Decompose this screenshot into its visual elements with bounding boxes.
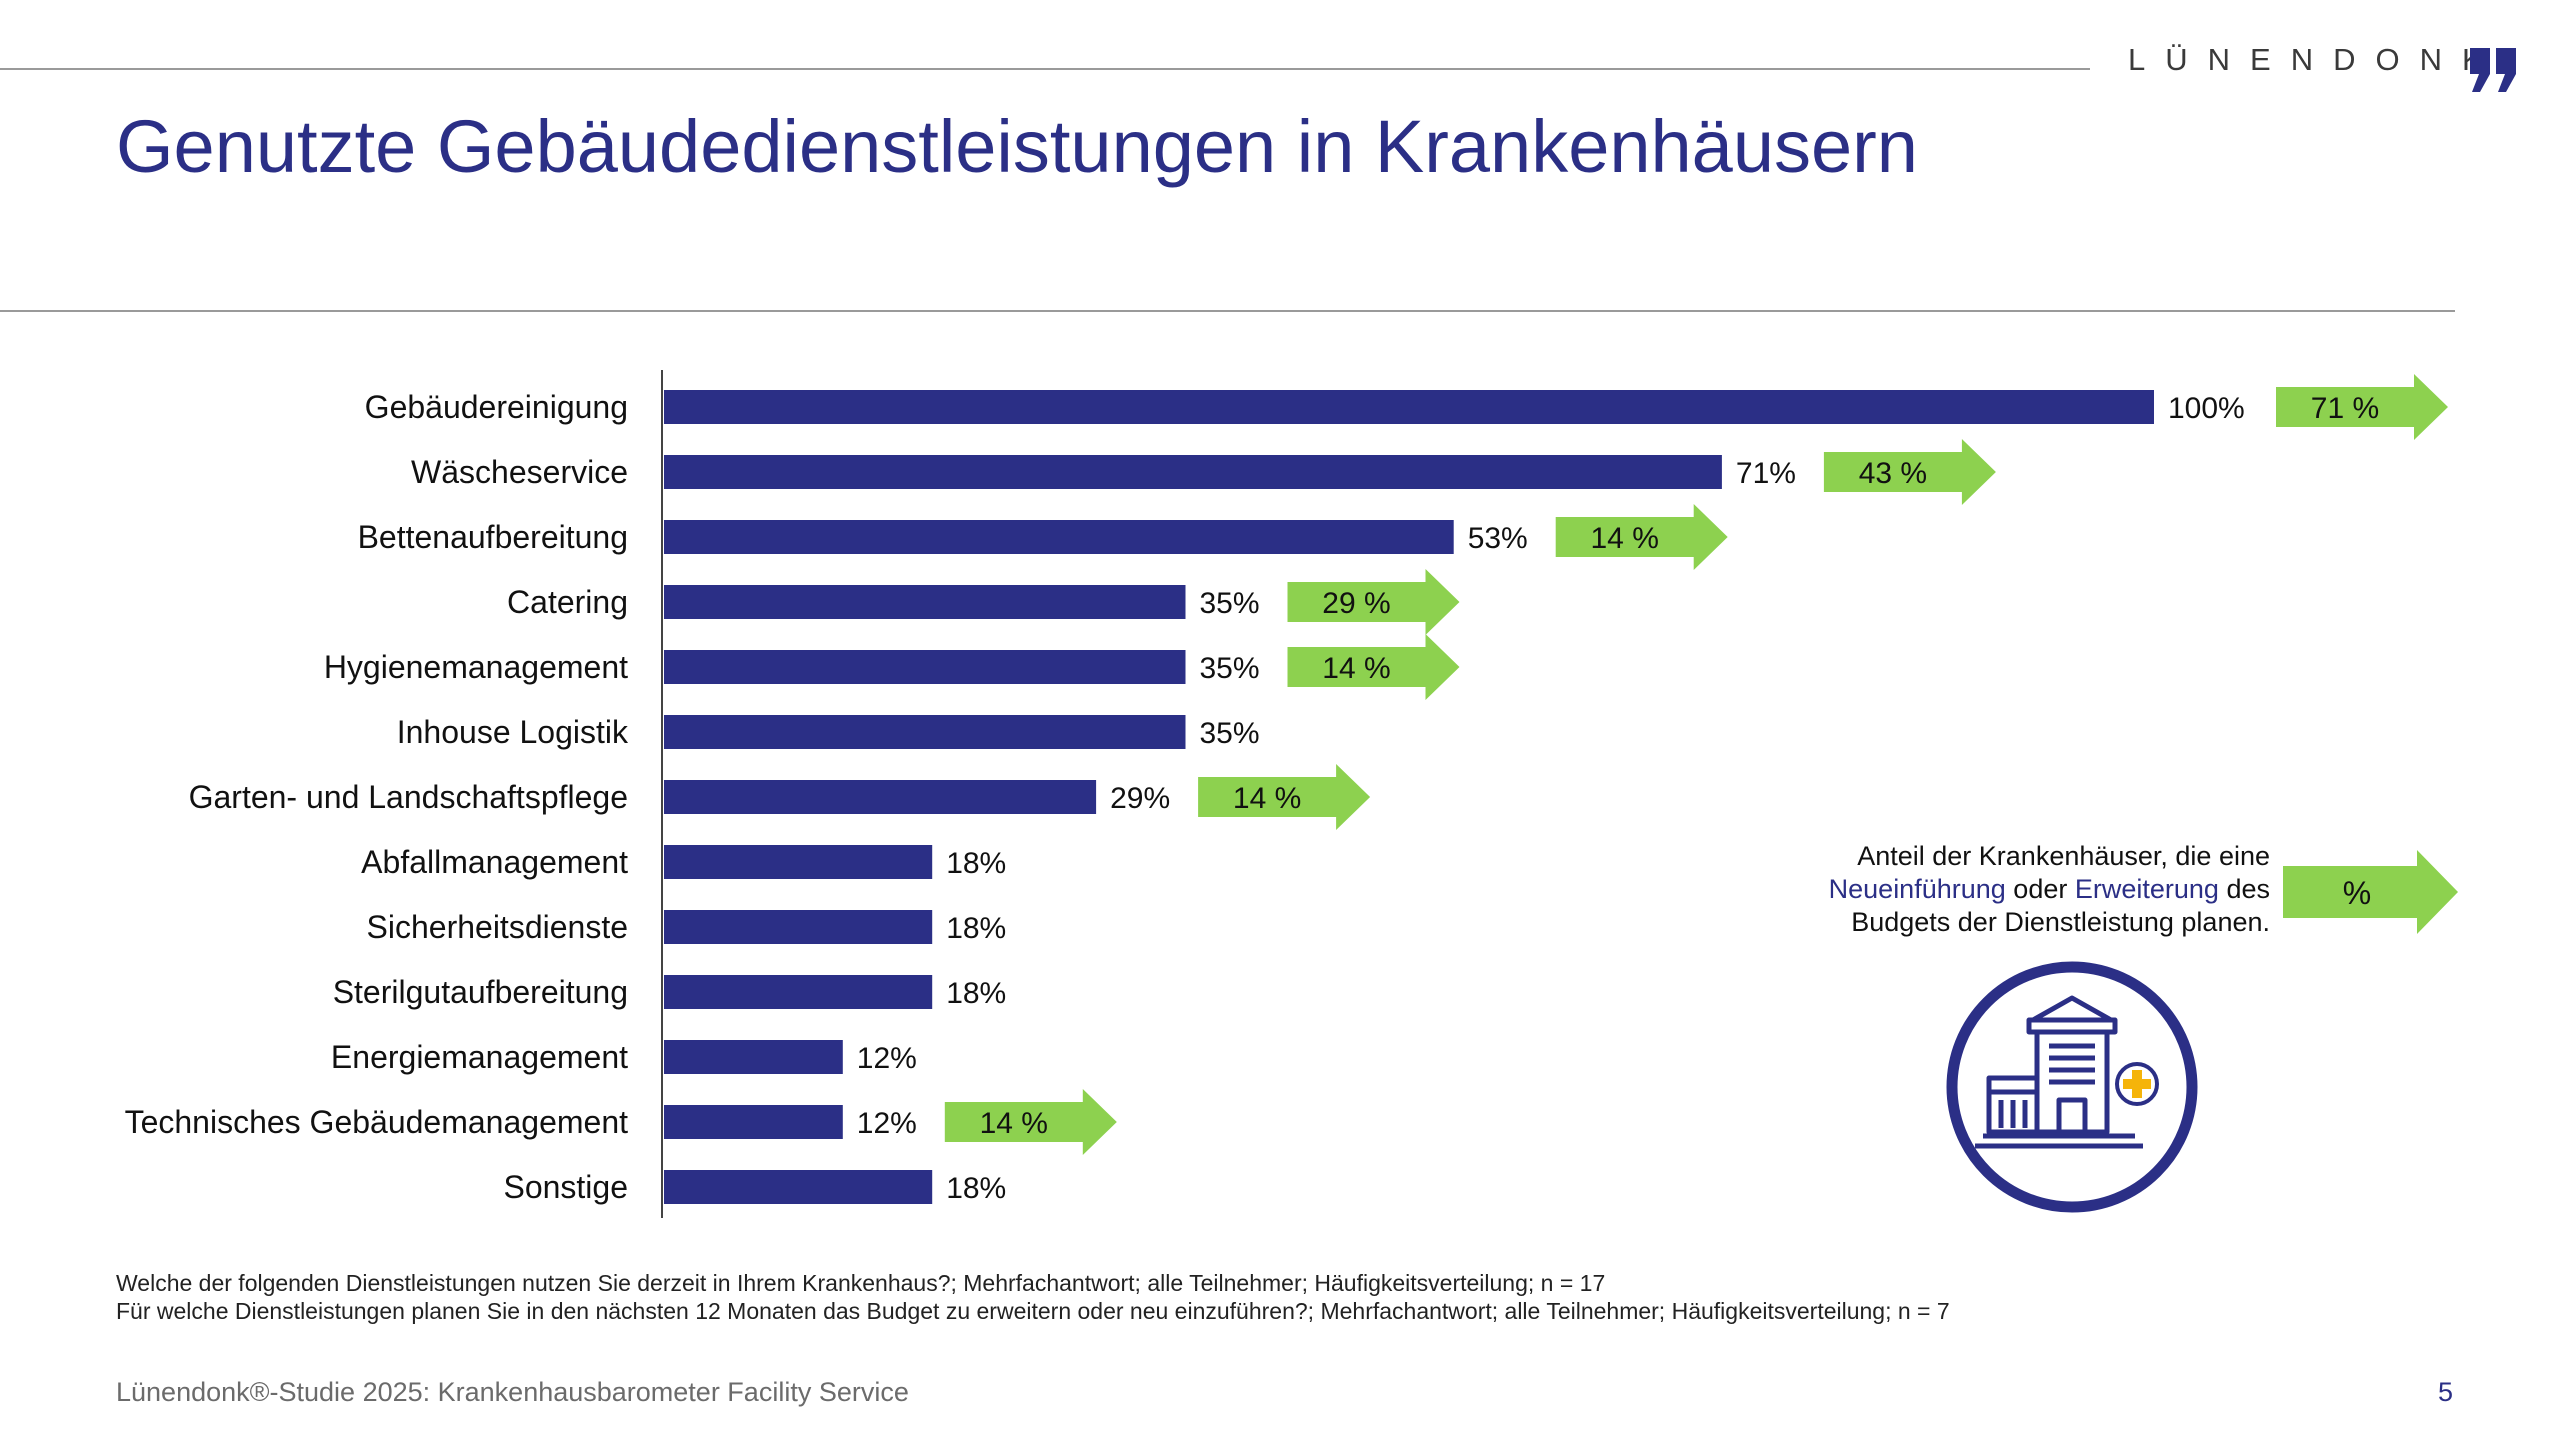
bar-chart: Gebäudereinigung 100% 71 % Wäscheservice 71%… xyxy=(125,370,2448,1218)
value-label: 35% xyxy=(1200,717,1260,750)
category-label: Catering xyxy=(507,584,628,620)
plan-arrow xyxy=(1287,569,1460,635)
value-label: 18% xyxy=(946,1172,1006,1205)
category-label: Gebäudereinigung xyxy=(365,389,628,425)
value-label: 71% xyxy=(1736,457,1796,490)
footnote-question-1: Welche der folgenden Dienstleistungen nu… xyxy=(116,1270,1606,1296)
bar xyxy=(664,780,1097,814)
header-rule xyxy=(0,68,2090,70)
category-label: Sonstige xyxy=(503,1169,628,1205)
value-label: 35% xyxy=(1200,652,1260,685)
bar xyxy=(664,910,933,944)
category-label: Sterilgutaufbereitung xyxy=(333,974,628,1010)
title-rule xyxy=(0,310,2455,312)
footnote-question-2: Für welche Dienstleistungen planen Sie i… xyxy=(116,1298,1950,1324)
plan-value-label: 14 % xyxy=(980,1107,1048,1140)
page-title: Genutzte Gebäudedienstleistungen in Kran… xyxy=(116,105,1918,188)
category-label: Inhouse Logistik xyxy=(397,714,629,750)
value-label: 18% xyxy=(946,912,1006,945)
value-label: 100% xyxy=(2168,392,2245,425)
plan-value-label: 43 % xyxy=(1859,457,1927,490)
value-label: 29% xyxy=(1110,782,1170,815)
value-label: 18% xyxy=(946,847,1006,880)
bar xyxy=(664,585,1186,619)
bar xyxy=(664,520,1454,554)
legend-line3: Budgets der Dienstleistung planen. xyxy=(1851,907,2270,937)
bar xyxy=(664,650,1186,684)
value-label: 12% xyxy=(857,1042,917,1075)
plan-arrow xyxy=(1555,504,1728,570)
bar xyxy=(664,390,2154,424)
legend-line1: Anteil der Krankenhäuser, die eine xyxy=(1857,841,2270,871)
legend-highlight-new: Neueinführung xyxy=(1828,874,2006,904)
value-label: 53% xyxy=(1468,522,1528,555)
legend-highlight-extend: Erweiterung xyxy=(2074,874,2219,904)
plan-value-label: 71 % xyxy=(2311,392,2379,425)
value-label: 18% xyxy=(946,977,1006,1010)
category-label: Sicherheitsdienste xyxy=(367,909,628,945)
legend-mid: oder xyxy=(2013,874,2068,904)
plan-arrow xyxy=(2276,374,2448,440)
hospital-icon xyxy=(1946,961,2198,1213)
category-label: Garten- und Landschaftspflege xyxy=(189,779,628,815)
plan-arrow xyxy=(944,1089,1117,1155)
legend-text: Anteil der Krankenhäuser, die eine Neuei… xyxy=(1760,840,2270,939)
plan-value-label: 14 % xyxy=(1591,522,1659,555)
bar xyxy=(664,975,933,1009)
category-label: Wäscheservice xyxy=(411,454,628,490)
bar xyxy=(664,845,933,879)
page-number: 5 xyxy=(2438,1377,2454,1407)
category-label: Hygienemanagement xyxy=(324,649,628,685)
plan-value-label: 14 % xyxy=(1322,652,1390,685)
footer-source: Lünendonk®-Studie 2025: Krankenhausbarom… xyxy=(116,1377,909,1407)
category-label: Energiemanagement xyxy=(331,1039,628,1075)
legend-tail: des xyxy=(2226,874,2270,904)
value-label: 12% xyxy=(857,1107,917,1140)
bar xyxy=(664,1105,843,1139)
bar xyxy=(664,1040,843,1074)
value-label: 35% xyxy=(1200,587,1260,620)
bar xyxy=(664,1170,933,1204)
bar xyxy=(664,715,1186,749)
bar xyxy=(664,455,1722,489)
category-label: Bettenaufbereitung xyxy=(358,519,628,555)
brand-logo-text: LÜNENDONK xyxy=(2128,42,2503,77)
plan-arrow xyxy=(1823,439,1996,505)
plan-value-label: 29 % xyxy=(1322,587,1390,620)
plan-value-label: 14 % xyxy=(1233,782,1301,815)
category-label: Technisches Gebäudemanagement xyxy=(125,1104,629,1140)
legend-arrow-label: % xyxy=(2343,875,2371,911)
plan-arrow xyxy=(1198,764,1371,830)
plan-arrow xyxy=(1287,634,1460,700)
category-label: Abfallmanagement xyxy=(361,844,628,880)
brand-quote-icon xyxy=(2470,48,2516,92)
legend-arrow: % xyxy=(2283,850,2458,934)
